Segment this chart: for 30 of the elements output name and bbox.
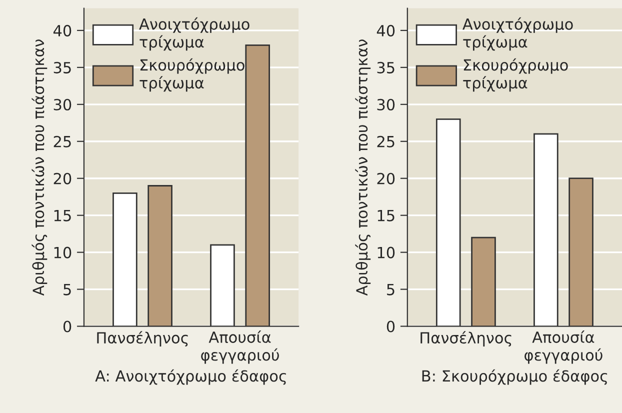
legend-label: Ανοιχτόχρωμο τρίχωμα [139, 17, 250, 51]
legend-label: Σκουρόχρωμο τρίχωμα [140, 58, 244, 92]
y-tick-label: 40 [53, 24, 72, 36]
y-tick-label: 20 [54, 172, 72, 184]
y-tick-label: 25 [377, 136, 394, 148]
y-tick-label: 30 [377, 98, 395, 110]
x-tick-label: Πανσέληνος [420, 331, 512, 347]
y-tick-label: 0 [63, 320, 72, 332]
y-axis-title: Αριθμός ποντικών που πιάστηκαν [355, 39, 371, 296]
x-tick-label: Πανσέληνος [97, 331, 188, 347]
y-tick-label: 35 [377, 62, 394, 74]
x-tick-label: Απουσία φεγγαριού [201, 330, 279, 364]
y-tick-label: 15 [54, 210, 71, 222]
y-tick-label: 5 [64, 284, 71, 296]
y-tick-label: 20 [377, 172, 395, 184]
y-tick-label: 40 [376, 24, 395, 36]
y-tick-label: 10 [378, 246, 395, 258]
x-axis-title: B: Σκουρόχρωμο έδαφος [422, 369, 608, 385]
x-tick-label: Απουσία φεγγαριού [524, 330, 602, 364]
y-tick-label: 30 [54, 98, 72, 110]
y-tick-label: 0 [386, 320, 395, 332]
y-axis-title: Αριθμός ποντικών που πιάστηκαν [32, 39, 48, 296]
x-axis-title: A: Ανοιχτόχρωμο έδαφος [95, 369, 286, 385]
y-tick-label: 15 [378, 210, 394, 222]
y-tick-label: 25 [54, 136, 71, 148]
legend-label: Σκουρόχρωμο τρίχωμα [463, 58, 568, 92]
y-tick-label: 10 [54, 246, 72, 258]
y-tick-label: 5 [387, 284, 394, 296]
legend-label: Ανοιχτόχρωμο τρίχωμα [462, 17, 573, 51]
y-tick-label: 35 [54, 62, 71, 74]
